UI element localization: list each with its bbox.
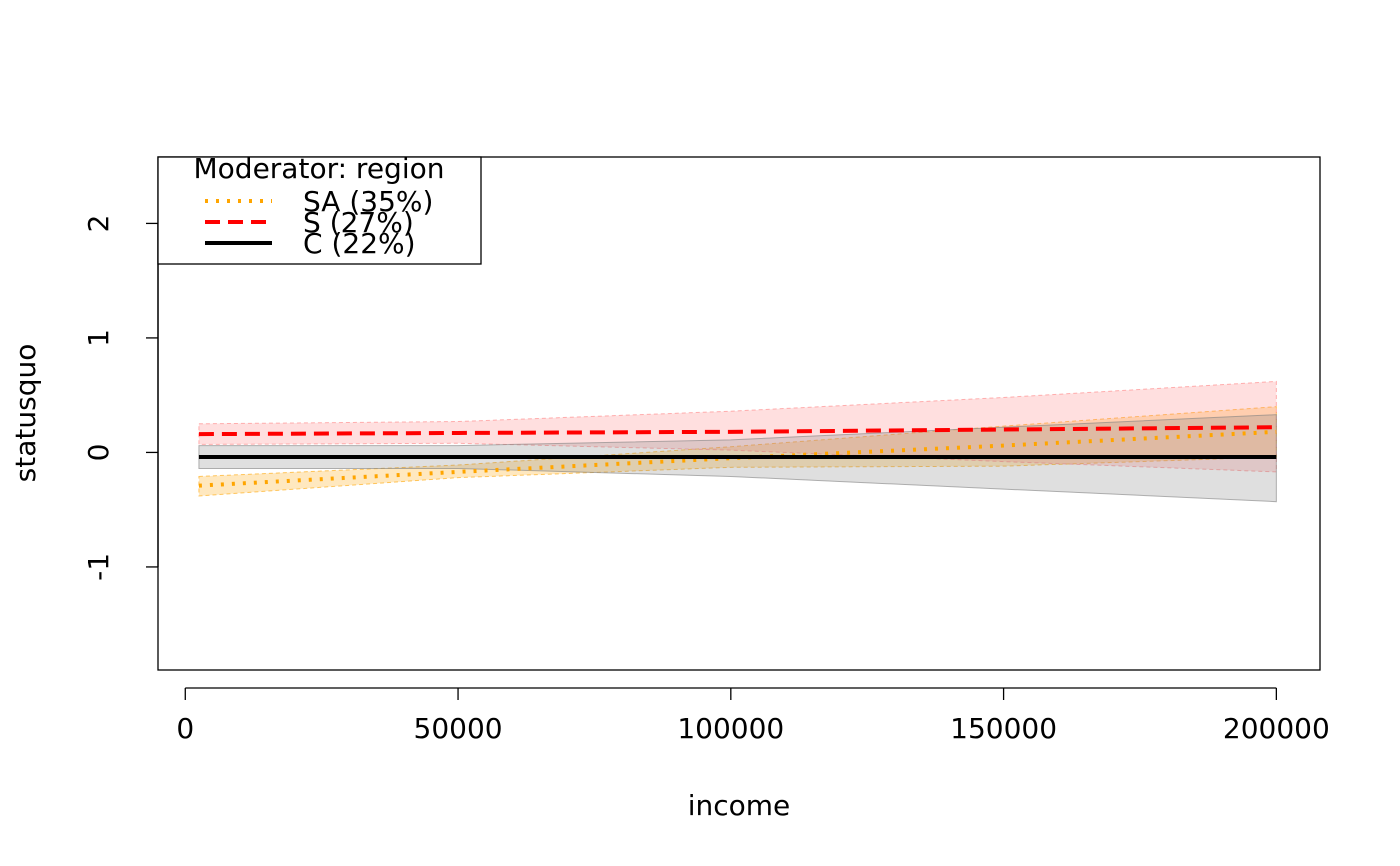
x-tick-label: 200000 (1223, 712, 1330, 745)
legend-title: Moderator: region (194, 152, 445, 185)
x-tick-label: 0 (176, 712, 194, 745)
x-axis: 0 50000 100000 150000 200000 (176, 687, 1330, 745)
x-tick-label: 100000 (677, 712, 784, 745)
x-tick-label: 150000 (950, 712, 1057, 745)
legend-label-1: S (27%) (303, 206, 414, 239)
y-tick-label: -1 (82, 553, 115, 581)
legend: Moderator: region SA (35%)S (27%)C (22%) (157, 152, 482, 265)
legend-items: SA (35%)S (27%)C (22%) (205, 185, 433, 260)
x-axis-title: income (688, 789, 791, 822)
y-tick-label: 2 (82, 215, 115, 233)
confidence-bands (198, 380, 1277, 503)
series-lines (198, 425, 1277, 488)
legend-box (157, 156, 482, 265)
confidence-band-1 (198, 380, 1277, 473)
legend-label-2: C (22%) (303, 227, 416, 260)
legend-label-0: SA (35%) (303, 185, 433, 218)
y-tick-label: 1 (82, 329, 115, 347)
y-axis: -1 0 1 2 (82, 215, 159, 581)
y-tick-label: 0 (82, 444, 115, 462)
y-axis-title: statusquo (9, 344, 42, 483)
series-line-1 (198, 425, 1277, 437)
x-tick-label: 50000 (414, 712, 503, 745)
